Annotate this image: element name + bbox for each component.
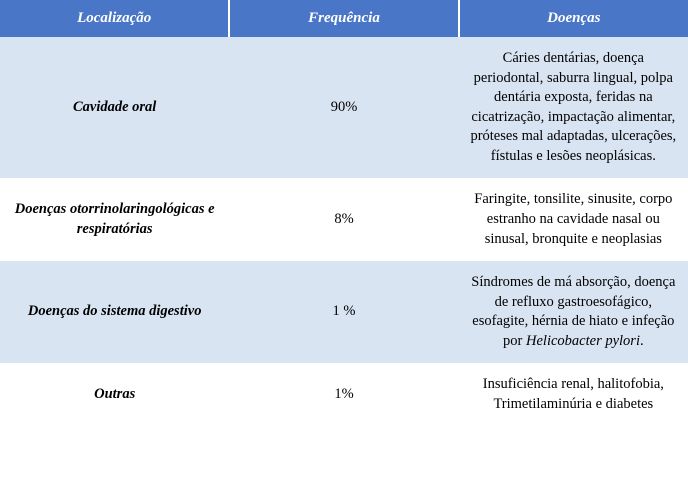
halitosis-causes-table: Localização Frequência Doenças Cavidade … — [0, 0, 688, 426]
cell-doencas: Insuficiência renal, halitofobia, Trimet… — [459, 363, 688, 426]
cell-frequencia: 8% — [229, 178, 458, 261]
table-row: Doenças do sistema digestivo1 %Síndromes… — [0, 261, 688, 363]
table-header-row: Localização Frequência Doenças — [0, 0, 688, 37]
cell-localizacao: Doenças do sistema digestivo — [0, 261, 229, 363]
table-body: Cavidade oral90%Cáries dentárias, doença… — [0, 37, 688, 426]
col-header-frequencia: Frequência — [229, 0, 458, 37]
cell-doencas: Cáries dentárias, doença periodontal, sa… — [459, 37, 688, 178]
col-header-doencas: Doenças — [459, 0, 688, 37]
cell-frequencia: 90% — [229, 37, 458, 178]
cell-frequencia: 1 % — [229, 261, 458, 363]
cell-localizacao: Outras — [0, 363, 229, 426]
cell-localizacao: Cavidade oral — [0, 37, 229, 178]
cell-doencas: Síndromes de má absorção, doença de refl… — [459, 261, 688, 363]
table-row: Outras1%Insuficiência renal, halitofobia… — [0, 363, 688, 426]
table-row: Doenças otorrinolaringológicas e respira… — [0, 178, 688, 261]
cell-frequencia: 1% — [229, 363, 458, 426]
cell-localizacao: Doenças otorrinolaringológicas e respira… — [0, 178, 229, 261]
col-header-localizacao: Localização — [0, 0, 229, 37]
table-row: Cavidade oral90%Cáries dentárias, doença… — [0, 37, 688, 178]
cell-doencas: Faringite, tonsilite, sinusite, corpo es… — [459, 178, 688, 261]
